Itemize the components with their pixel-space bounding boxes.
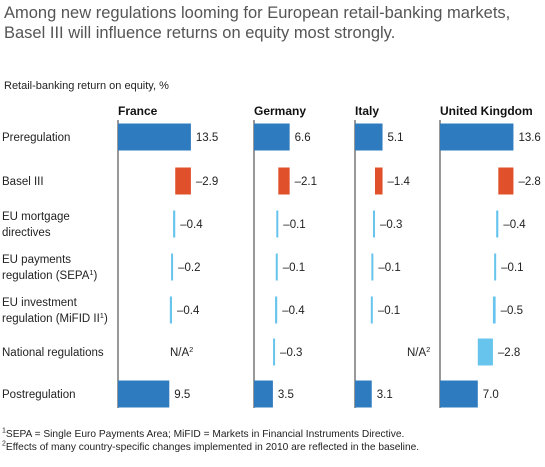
bar-change bbox=[492, 296, 496, 324]
footnote-2: 2Effects of many country-specific change… bbox=[2, 440, 420, 453]
bar-total bbox=[355, 123, 383, 151]
value-label: –2.8 bbox=[518, 176, 540, 188]
value-label: 3.5 bbox=[278, 389, 294, 401]
value-label: 13.5 bbox=[196, 132, 218, 144]
bar-change bbox=[275, 296, 278, 324]
value-label: –0.1 bbox=[378, 305, 400, 317]
value-label: –0.2 bbox=[178, 262, 200, 274]
footnote-1-text: SEPA = Single Euro Payments Area; MiFID … bbox=[5, 429, 405, 440]
bar-change bbox=[372, 210, 375, 238]
value-label: –0.4 bbox=[177, 305, 200, 317]
value-label: –0.5 bbox=[501, 305, 523, 317]
bar-change bbox=[477, 338, 493, 366]
bar-total bbox=[118, 380, 170, 408]
value-label: 13.6 bbox=[518, 132, 540, 144]
country-label: Italy bbox=[355, 104, 379, 118]
value-label: –2.8 bbox=[498, 347, 520, 359]
row-label: EU payments bbox=[2, 254, 71, 266]
bar-change bbox=[371, 253, 374, 281]
bar-change bbox=[494, 253, 497, 281]
footnotes: 1SEPA = Single Euro Payments Area; MiFID… bbox=[2, 428, 543, 454]
value-label: N/A2 bbox=[170, 345, 193, 359]
bar-total bbox=[254, 380, 273, 408]
value-label: –0.1 bbox=[283, 219, 305, 231]
value-label: 9.5 bbox=[174, 389, 190, 401]
value-label: 3.1 bbox=[377, 389, 393, 401]
row-label: regulation (SEPA1) bbox=[2, 268, 98, 282]
value-label: N/A2 bbox=[407, 345, 430, 359]
value-label: –2.9 bbox=[196, 176, 218, 188]
value-label: –0.3 bbox=[380, 219, 402, 231]
bar-change bbox=[173, 210, 176, 238]
footnote-1: 1SEPA = Single Euro Payments Area; MiFID… bbox=[2, 427, 405, 440]
row-label: directives bbox=[2, 227, 51, 239]
row-label: Postregulation bbox=[2, 389, 76, 401]
bar-total bbox=[440, 123, 514, 151]
value-label: –0.3 bbox=[280, 347, 302, 359]
value-label: –0.1 bbox=[501, 262, 523, 274]
row-label: EU mortgage bbox=[2, 211, 70, 223]
row-label: National regulations bbox=[2, 347, 104, 359]
bar-change bbox=[498, 167, 514, 195]
value-label: –0.4 bbox=[503, 219, 526, 231]
value-label: –0.4 bbox=[282, 305, 305, 317]
value-label: 5.1 bbox=[388, 132, 404, 144]
value-label: –0.1 bbox=[283, 262, 305, 274]
value-label: –1.4 bbox=[388, 176, 411, 188]
country-label: United Kingdom bbox=[440, 104, 533, 118]
bar-change bbox=[171, 253, 174, 281]
row-label: Basel III bbox=[2, 176, 44, 188]
bar-change bbox=[175, 167, 191, 195]
value-label: 6.6 bbox=[295, 132, 311, 144]
footnote-2-text: Effects of many country-specific changes… bbox=[5, 442, 420, 453]
bar-change bbox=[496, 210, 499, 238]
bar-change bbox=[278, 167, 290, 195]
value-label: –0.1 bbox=[378, 262, 400, 274]
country-label: Germany bbox=[254, 104, 306, 118]
bar-total bbox=[440, 380, 478, 408]
country-label: France bbox=[118, 104, 158, 118]
bar-change bbox=[273, 338, 276, 366]
bar-change bbox=[275, 253, 278, 281]
row-label: EU investment bbox=[2, 297, 78, 309]
value-label: –2.1 bbox=[295, 176, 317, 188]
bar-change bbox=[374, 167, 383, 195]
value-label: –0.4 bbox=[180, 219, 203, 231]
chart-subtitle: Retail-banking return on equity, % bbox=[4, 80, 169, 92]
row-label: regulation (MiFID II1) bbox=[2, 311, 108, 325]
bar-change bbox=[276, 210, 279, 238]
bar-change bbox=[169, 296, 172, 324]
bar-total bbox=[118, 123, 191, 151]
row-label: Preregulation bbox=[2, 132, 70, 144]
bar-total bbox=[254, 123, 290, 151]
bar-change bbox=[370, 296, 373, 324]
chart-title: Among new regulations looming for Europe… bbox=[4, 4, 511, 42]
bar-total bbox=[355, 380, 372, 408]
value-label: 7.0 bbox=[483, 389, 499, 401]
